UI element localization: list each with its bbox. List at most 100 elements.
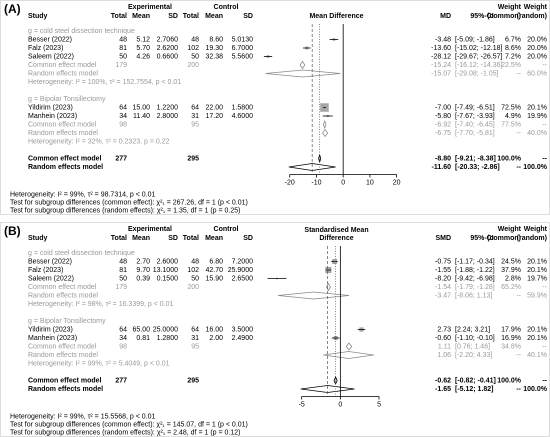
control-cell: 31 — [191, 335, 199, 342]
subgroup-test: Test for subgroup differences (common ef… — [10, 199, 248, 206]
weight-random: 20.1% — [527, 326, 547, 333]
study-name: Manhein (2023) — [28, 113, 77, 120]
study-name: Besser (2022) — [28, 36, 72, 43]
weight-random: 20.0% — [527, 45, 547, 52]
experimental-cell: 50 — [119, 53, 127, 60]
experimental-cell: 0.1500 — [157, 275, 179, 282]
total: 179 — [115, 62, 127, 69]
diamond — [299, 60, 306, 70]
total: 277 — [115, 377, 127, 384]
header-total: Total — [183, 13, 199, 20]
weight-random: 19.9% — [527, 113, 547, 120]
experimental-cell: 1.2200 — [157, 104, 179, 111]
weight-random: 100.0% — [523, 386, 548, 393]
heterogeneity: Heterogeneity: I² = 99%, τ² = 5.4049, p … — [28, 360, 170, 367]
experimental-cell: 0.6600 — [157, 53, 179, 60]
weight-common: -- — [516, 386, 521, 393]
weight-common: 72.5% — [501, 104, 521, 111]
weight-common: 24.5% — [501, 258, 521, 265]
weight-random: 20.0% — [527, 53, 547, 60]
effect-estimate: -0.62 — [435, 377, 451, 384]
weight-common: -- — [516, 70, 521, 77]
header-sd: SD — [243, 235, 253, 242]
effect-estimate: -7.00 — [435, 104, 451, 111]
control-cell: 31 — [191, 113, 199, 120]
confidence-interval: [-7.70; -5.81] — [455, 130, 495, 137]
header-sd: SD — [168, 13, 178, 20]
confidence-interval: [-7.49; -6.51] — [455, 104, 495, 111]
weight-common: -- — [516, 352, 521, 359]
header-weight-common: Weight — [498, 226, 522, 233]
control-cell: 2.00 — [209, 335, 223, 342]
header-control: Control — [214, 4, 239, 11]
study-name: Saleem (2022) — [28, 53, 74, 60]
confidence-interval: [-1.88; -1.22] — [455, 267, 495, 274]
experimental-cell: 64 — [119, 104, 127, 111]
total: 95 — [191, 121, 199, 128]
subgroup-label: g = Bipolar Tonsillectomy — [28, 96, 106, 103]
total: 277 — [115, 155, 127, 162]
effect-estimate: -3.48 — [435, 36, 451, 43]
header-weight-random: Weight — [524, 4, 548, 11]
control-cell: 7.2000 — [232, 258, 254, 265]
heterogeneity: Heterogeneity: I² = 32%, τ² = 0.2323, p … — [28, 138, 170, 145]
confidence-interval: [-15.02; -12.18] — [455, 45, 503, 52]
experimental-cell: 2.7060 — [157, 36, 179, 43]
heterogeneity: Heterogeneity: I² = 98%, τ² = 16.3399, p… — [28, 301, 173, 308]
confidence-interval: [-1.10; -0.10] — [455, 335, 495, 342]
header-effect: SMD — [435, 235, 451, 242]
diamond — [326, 282, 331, 292]
panel-label: (A) — [4, 2, 21, 16]
confidence-interval: [-29.67; -26.57] — [455, 53, 503, 60]
diamond — [265, 69, 341, 78]
weight-random: 40.1% — [527, 352, 547, 359]
model-name: Random effects model — [28, 292, 98, 299]
weight-random: 20.1% — [527, 267, 547, 274]
control-cell: 48 — [191, 36, 199, 43]
experimental-cell: 50 — [119, 275, 127, 282]
subgroup-test: Test for subgroup differences (random ef… — [10, 207, 240, 214]
effect-estimate: -6.92 — [435, 121, 451, 128]
control-cell: 50 — [191, 275, 199, 282]
header-weight-random: (random) — [517, 235, 547, 242]
confidence-interval: [-20.33; -2.86] — [455, 164, 500, 171]
study-name: Besser (2022) — [28, 258, 72, 265]
total: 98 — [119, 121, 127, 128]
control-cell: 64 — [191, 104, 199, 111]
confidence-interval: [-0.82; -0.41] — [455, 377, 496, 384]
weight-common: 17.9% — [501, 326, 521, 333]
experimental-cell: 0.81 — [136, 335, 150, 342]
header-experimental: Experimental — [128, 4, 172, 11]
weight-common: 6.7% — [505, 36, 521, 43]
diamond — [277, 291, 350, 300]
weight-common: -- — [516, 292, 521, 299]
experimental-cell: 34 — [119, 335, 127, 342]
header-weight-random: Weight — [524, 226, 548, 233]
total: 200 — [187, 62, 199, 69]
header-mean: Mean — [205, 235, 223, 242]
confidence-interval: [-16.12; -14.36] — [455, 62, 503, 69]
confidence-interval: [-7.67; -3.93] — [455, 113, 495, 120]
model-name: Random effects model — [28, 164, 103, 171]
control-cell: 17.20 — [205, 113, 223, 120]
weight-random: 20.1% — [527, 258, 547, 265]
subgroup-test: Test for subgroup differences (common ef… — [10, 421, 248, 428]
subgroup-label: g = cold steel dissection technique — [28, 28, 135, 35]
header-effect: MD — [440, 13, 451, 20]
model-name: Random effects model — [28, 386, 103, 393]
experimental-cell: 2.6200 — [157, 45, 179, 52]
effect-estimate: -1.55 — [435, 267, 451, 274]
experimental-cell: 2.70 — [136, 258, 150, 265]
x-tick-label: -10 — [311, 179, 321, 186]
header-control: Control — [214, 226, 239, 233]
x-tick-label: 5 — [377, 401, 381, 408]
weight-common: 22.5% — [501, 62, 521, 69]
weight-common: 37.9% — [501, 267, 521, 274]
total: 95 — [191, 343, 199, 350]
model-name: Random effects model — [28, 130, 98, 137]
subgroup-label: g = Bipolar Tonsillectomy — [28, 318, 106, 325]
confidence-interval: [-5.12; 1.82] — [455, 386, 494, 393]
weight-common: 77.5% — [501, 121, 521, 128]
total: 200 — [187, 284, 199, 291]
